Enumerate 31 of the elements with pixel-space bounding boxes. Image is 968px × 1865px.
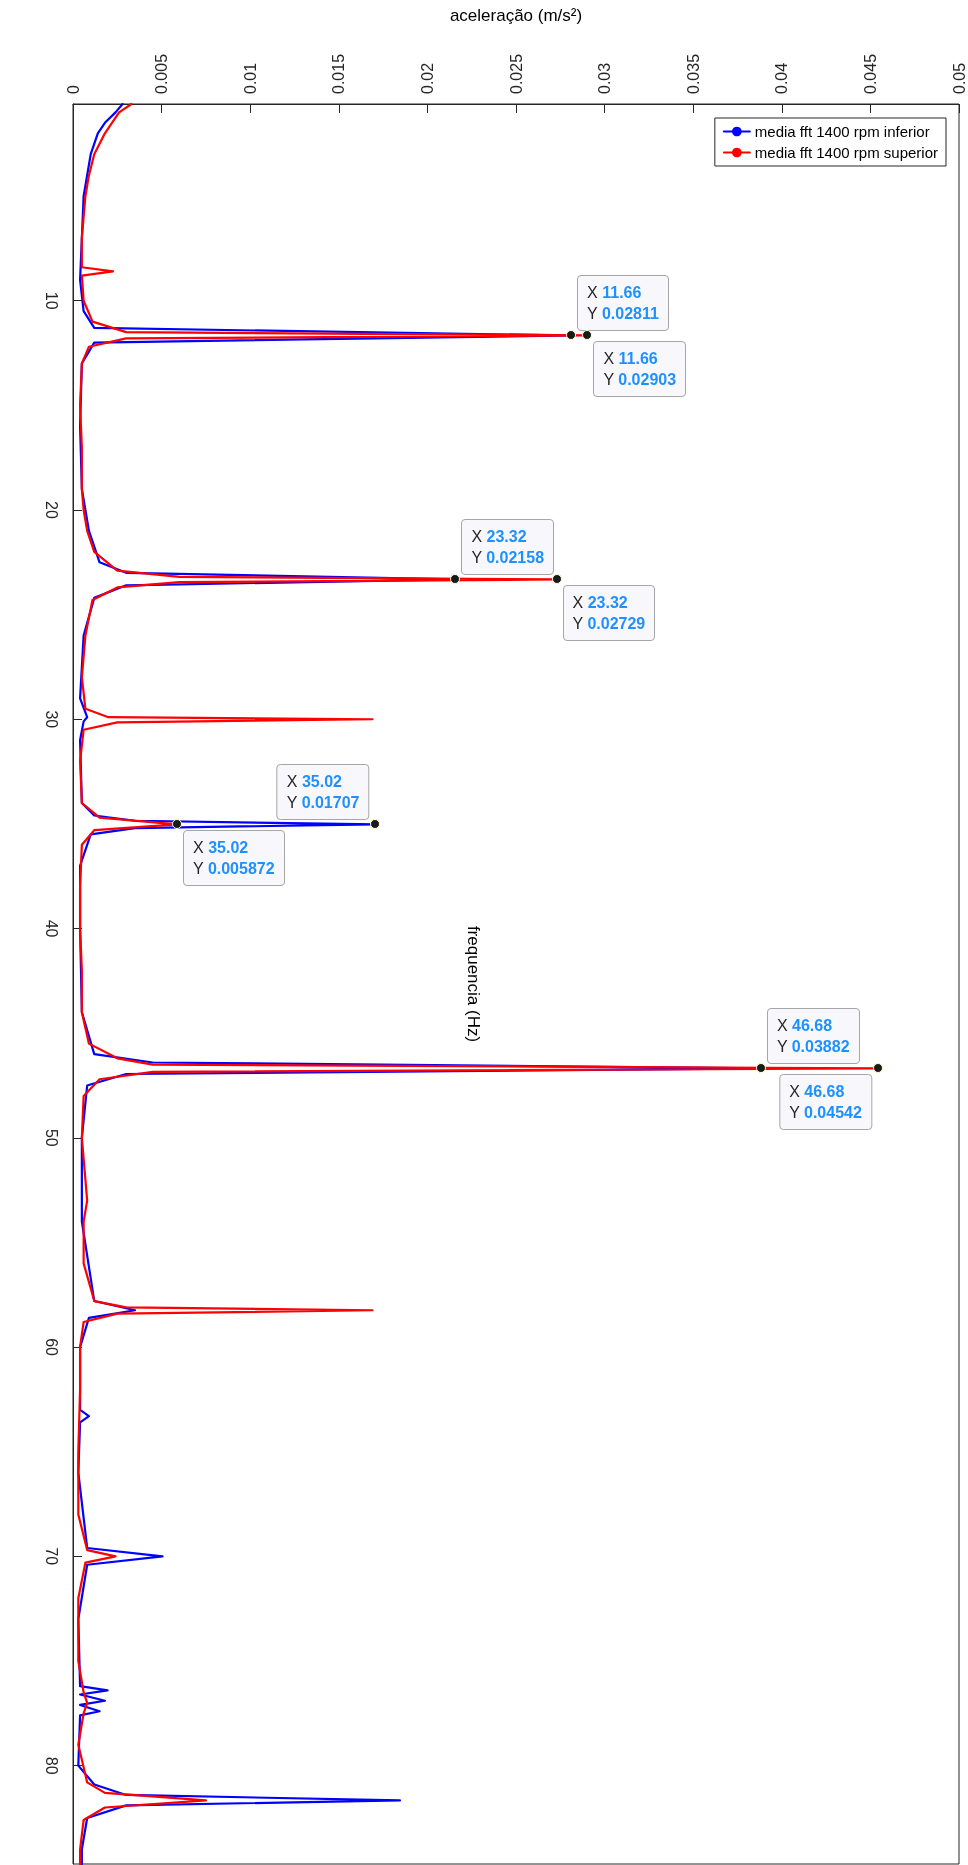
annotation: X 46.68 Y 0.03882 [776,1017,850,1056]
x-tick-label: 0.03 [596,62,614,94]
y-tick-label: 10 [42,291,60,310]
y-tick-label: 80 [42,1756,60,1775]
y-tick-label: 40 [42,919,60,938]
annotation: X 11.66 Y 0.02903 [603,350,677,389]
x-tick-label: 0.01 [241,62,259,94]
annotation: X 35.02 Y 0.005872 [193,839,275,878]
y-axis-title: frequencia (Hz) [464,925,483,1043]
x-tick-label: 0.035 [684,53,702,94]
annotation: X 35.02 Y 0.01707 [286,773,360,812]
legend-label: media fft 1400 rpm inferior [754,123,930,140]
legend-label: media fft 1400 rpm superior [754,144,939,161]
x-tick-label: 0.04 [773,62,791,94]
x-tick-label: 0.045 [861,53,879,94]
x-tick-label: 0.025 [507,53,525,94]
x-tick-label: 0.015 [330,53,348,94]
x-tick-label: 0.05 [950,62,968,94]
y-tick-label: 20 [42,501,60,519]
x-tick-label: 0 [64,85,82,94]
y-tick-label: 50 [42,1128,60,1147]
x-tick-label: 0.02 [418,62,436,94]
annotation: X 11.66 Y 0.02811 [587,284,659,323]
annotation: X 46.68 Y 0.04542 [789,1083,862,1122]
y-tick-label: 60 [42,1338,60,1357]
annotation: X 23.32 Y 0.02729 [572,594,646,633]
annotation: X 23.32 Y 0.02158 [471,528,545,567]
x-tick-label: 0.005 [153,53,171,94]
y-tick-label: 70 [42,1547,60,1566]
x-axis-title: aceleração (m/s²) [449,6,583,25]
y-tick-label: 30 [42,710,60,729]
